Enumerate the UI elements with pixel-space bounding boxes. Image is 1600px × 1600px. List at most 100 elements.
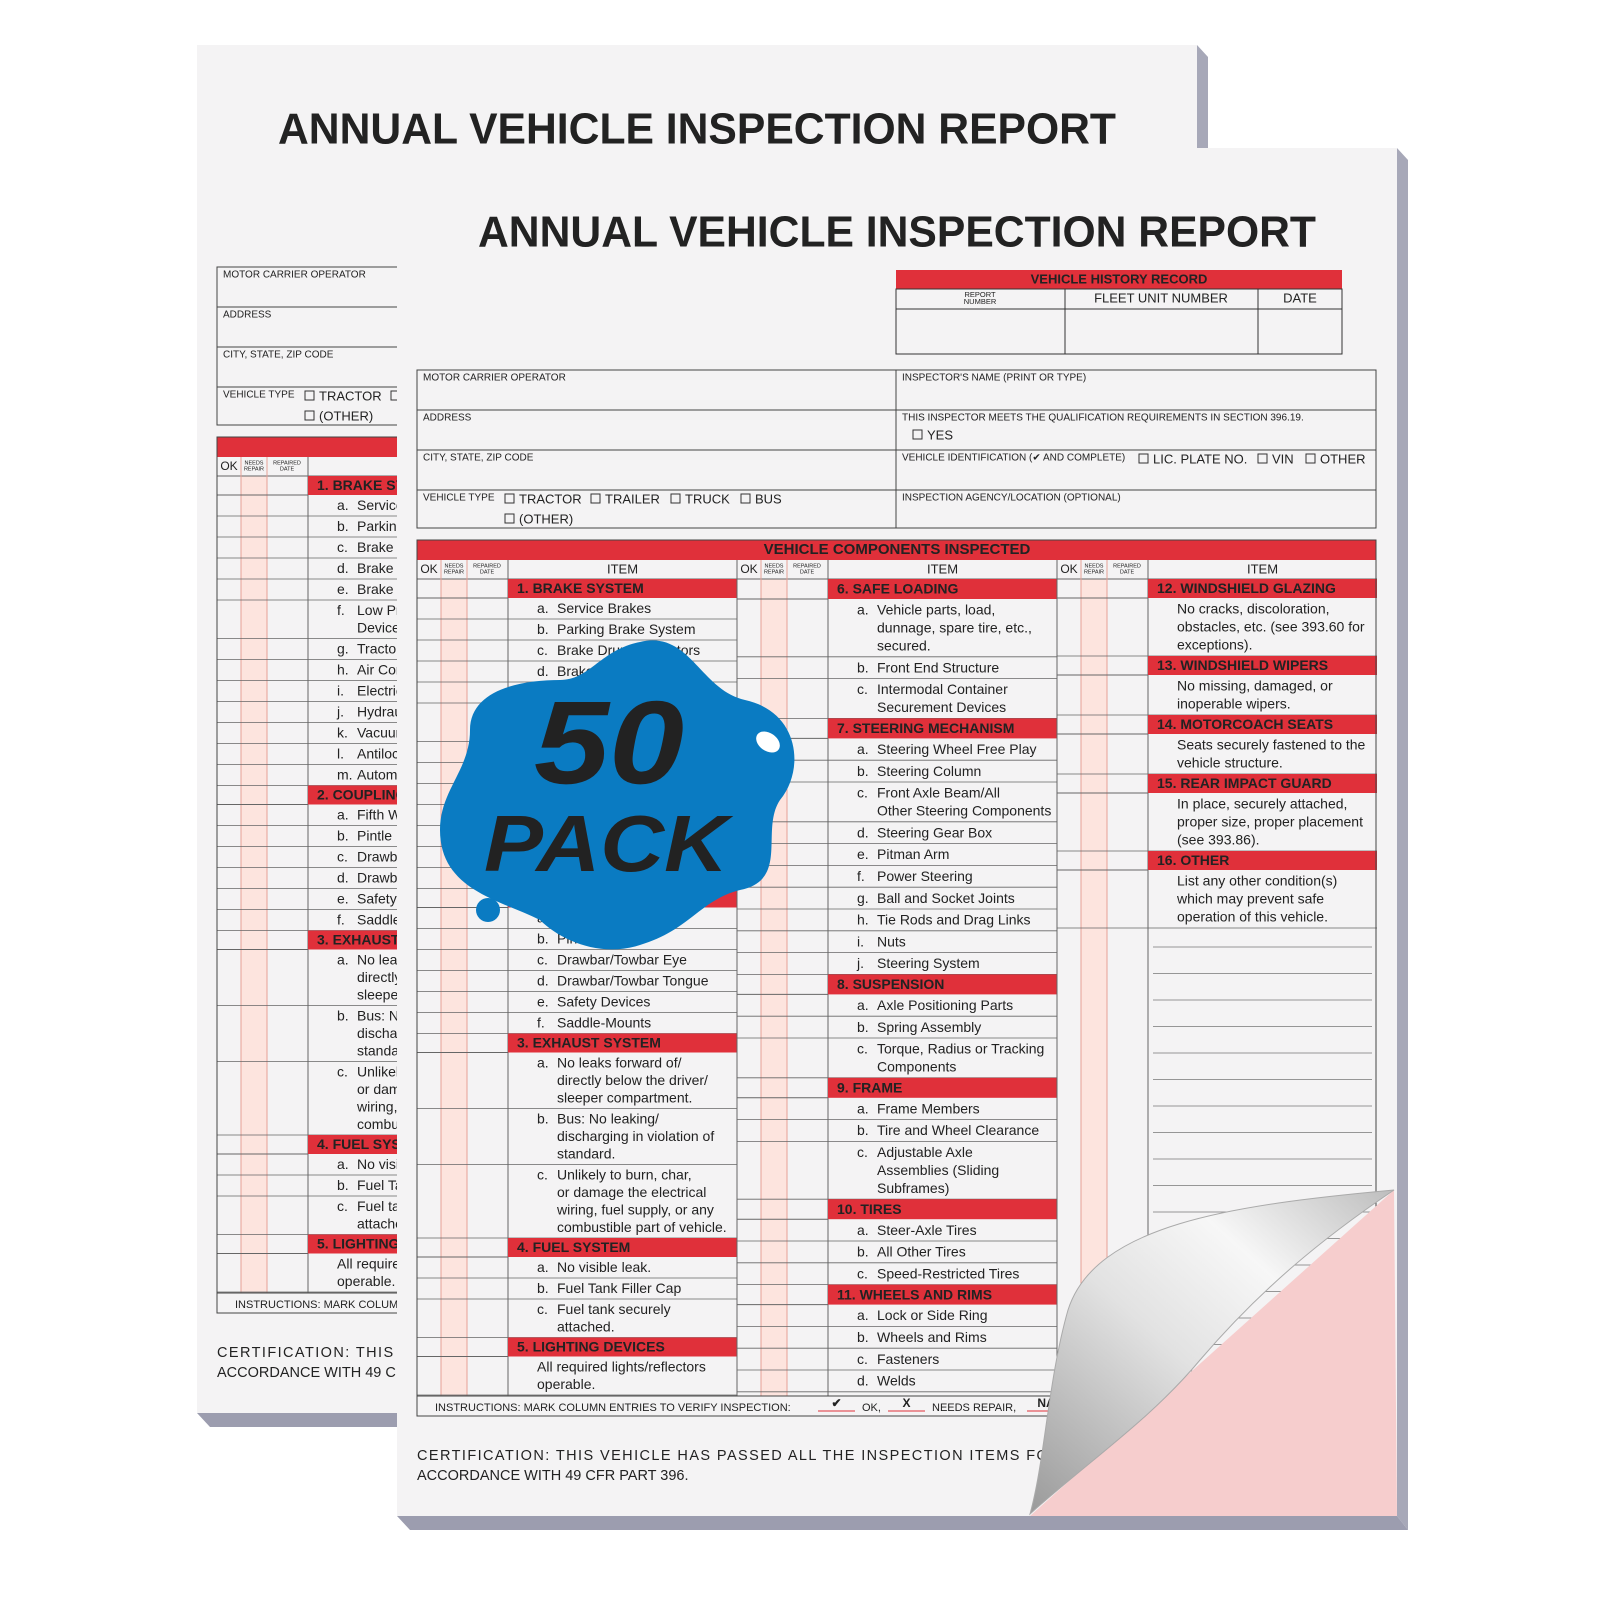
instruction-mark: X xyxy=(902,1396,910,1410)
item-letter: a. xyxy=(337,807,349,823)
checkbox xyxy=(670,493,681,504)
item-letter: a. xyxy=(857,741,869,757)
item-text: Adjustable Axle xyxy=(877,1144,973,1160)
item-text: Device xyxy=(357,620,400,636)
field-label: INSPECTION AGENCY/LOCATION (OPTIONAL) xyxy=(902,493,1121,504)
option-label: YES xyxy=(927,427,953,442)
item-text: Subframes) xyxy=(877,1180,949,1196)
option-label: TRAILER xyxy=(605,491,660,506)
column-header: DATE xyxy=(800,569,815,575)
item-letter: c. xyxy=(857,785,868,801)
item-text: Fuel Tank Filler Cap xyxy=(557,1280,681,1296)
field-label: CITY, STATE, ZIP CODE xyxy=(423,453,534,464)
field-label: VEHICLE IDENTIFICATION (✔ AND COMPLETE) xyxy=(902,453,1125,464)
column-header: ITEM xyxy=(1247,561,1278,576)
item-letter: b. xyxy=(537,1111,549,1127)
column-header: NEEDS xyxy=(445,563,464,569)
history-column: REPORT xyxy=(964,290,996,299)
section-header xyxy=(1148,715,1377,734)
section-title: 16. OTHER xyxy=(1157,852,1229,868)
section-title: 15. REAR IMPACT GUARD xyxy=(1157,775,1332,791)
column-header: ITEM xyxy=(607,561,638,576)
section-header xyxy=(828,1199,1057,1220)
item-text: (see 393.86). xyxy=(1177,832,1260,848)
section-header xyxy=(1148,579,1377,598)
field-label: VEHICLE TYPE xyxy=(223,390,295,401)
item-letter: b. xyxy=(857,659,869,675)
item-letter: f. xyxy=(537,1015,545,1031)
option-label: OTHER xyxy=(1320,451,1366,466)
item-letter: a. xyxy=(857,997,869,1013)
item-text: operable. xyxy=(337,1273,395,1289)
section-title: 4. FUEL SYSTEM xyxy=(517,1239,630,1255)
item-text: Axle Positioning Parts xyxy=(877,997,1013,1013)
item-text: Assemblies (Sliding xyxy=(877,1162,999,1178)
item-letter: i. xyxy=(857,933,864,949)
section-title: 11. WHEELS AND RIMS xyxy=(837,1286,992,1302)
item-letter: c. xyxy=(537,1167,548,1183)
item-text: Securement Devices xyxy=(877,699,1006,715)
item-letter: b. xyxy=(537,1280,549,1296)
badge-number: 50 xyxy=(534,677,684,809)
option-label: TRACTOR xyxy=(319,388,382,403)
item-letter: g. xyxy=(857,890,869,906)
item-text: Frame Members xyxy=(877,1100,980,1116)
form-title: ANNUAL VEHICLE INSPECTION REPORT xyxy=(478,208,1316,257)
column-header: REPAIR xyxy=(764,569,784,575)
item-text: Saddle-Mounts xyxy=(557,1015,651,1031)
column-header: OK xyxy=(740,562,757,576)
item-text: Vehicle parts, load, xyxy=(877,602,995,618)
item-text: sleeper compartment. xyxy=(557,1090,692,1106)
item-text: No visible leak. xyxy=(557,1259,651,1275)
item-text: Tire and Wheel Clearance xyxy=(877,1122,1039,1138)
item-text: Steering Gear Box xyxy=(877,824,992,840)
column-header: ITEM xyxy=(927,561,958,576)
item-text: All Other Tires xyxy=(877,1244,966,1260)
item-letter: a. xyxy=(857,1222,869,1238)
item-text: No cracks, discoloration, xyxy=(1177,601,1330,617)
item-text: Intermodal Container xyxy=(877,681,1008,697)
section-title: 6. SAFE LOADING xyxy=(837,581,958,597)
column-header: DATE xyxy=(1120,569,1135,575)
item-letter: b. xyxy=(337,828,349,844)
item-text: Spring Assembly xyxy=(877,1019,981,1035)
section-header xyxy=(828,1284,1057,1305)
item-letter: i. xyxy=(337,683,344,699)
item-letter: j. xyxy=(336,704,344,720)
item-text: or damage the electrical xyxy=(557,1184,706,1200)
item-letter: a. xyxy=(857,1100,869,1116)
item-text: Bus: No leaking/ xyxy=(557,1111,659,1127)
item-letter: c. xyxy=(537,642,548,658)
item-letter: m. xyxy=(337,767,353,783)
item-letter: b. xyxy=(537,621,549,637)
column-header: NEEDS xyxy=(765,563,784,569)
checkbox xyxy=(912,429,923,440)
item-letter: f. xyxy=(857,868,865,884)
section-header xyxy=(508,1033,737,1053)
checkbox xyxy=(590,493,601,504)
item-text: which may prevent safe xyxy=(1176,891,1324,907)
item-letter: a. xyxy=(857,1307,869,1323)
instruction-meaning: NEEDS REPAIR, xyxy=(932,1402,1016,1414)
certification: ACCORDANCE WITH 49 CFR PART 396. xyxy=(417,1468,689,1484)
item-letter: d. xyxy=(857,824,869,840)
column-header: REPAIRED xyxy=(273,460,301,466)
item-text: List any other condition(s) xyxy=(1177,873,1337,889)
badge-drop xyxy=(476,898,500,922)
item-text: Tie Rods and Drag Links xyxy=(877,912,1031,928)
column-header: OK xyxy=(220,459,237,473)
checkbox xyxy=(304,390,315,401)
field-label: CITY, STATE, ZIP CODE xyxy=(223,350,334,361)
form-title: ANNUAL VEHICLE INSPECTION REPORT xyxy=(278,105,1116,154)
item-text: Steering Column xyxy=(877,763,981,779)
item-letter: h. xyxy=(337,662,349,678)
item-text: Fuel tank securely xyxy=(557,1301,671,1317)
item-letter: b. xyxy=(537,931,549,947)
item-text: operation of this vehicle. xyxy=(1177,909,1328,925)
needs-repair-column xyxy=(441,579,467,1396)
section-title: 14. MOTORCOACH SEATS xyxy=(1157,716,1333,732)
item-letter: a. xyxy=(337,952,349,968)
pad-edge xyxy=(1397,148,1408,1530)
item-text: Ball and Socket Joints xyxy=(877,890,1015,906)
item-text: attached. xyxy=(557,1319,615,1335)
